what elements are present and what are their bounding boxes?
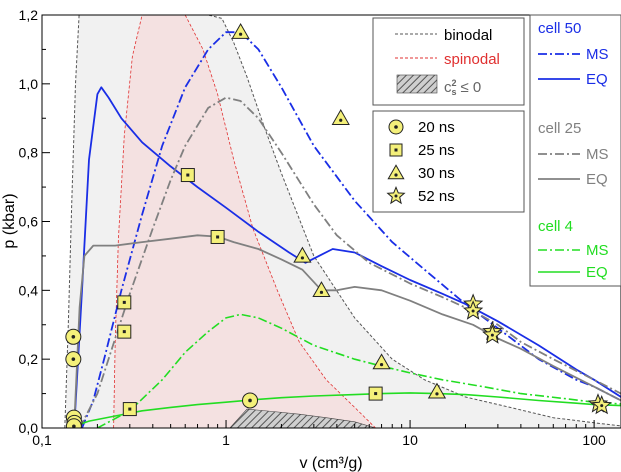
marker-30ns bbox=[372, 353, 391, 370]
legend-circle-symbol bbox=[388, 119, 404, 135]
legend-cell25-ms-label: MS bbox=[586, 146, 609, 163]
legend-square-symbol bbox=[389, 143, 403, 157]
marker-52ns bbox=[462, 300, 484, 320]
marker-20ns bbox=[242, 392, 259, 409]
legend-spinodal-label: spinodal bbox=[444, 51, 500, 68]
legend-star-symbol bbox=[386, 185, 406, 205]
marker-25ns bbox=[117, 295, 132, 310]
marker-30ns bbox=[427, 382, 447, 399]
x-tick-label: 1 bbox=[222, 432, 230, 448]
marker-20ns bbox=[65, 418, 82, 428]
axes: 0,1 1 10 100 0,0 0,2 0,4 0,6 0,8 1,0 1,2 v (cm³/g… bbox=[1, 7, 621, 472]
legend-cell50-eq-label: EQ bbox=[586, 71, 608, 88]
y-tick-label: 0,6 bbox=[19, 214, 39, 230]
series-spinodal-line bbox=[113, 15, 143, 428]
legend-marker-times: 20 ns 25 ns 30 ns 52 ns bbox=[372, 110, 525, 213]
legend-cell4-eq-label: EQ bbox=[586, 264, 608, 281]
legend-52ns-label: 52 ns bbox=[418, 188, 455, 205]
y-axis-label: p (kbar) bbox=[1, 193, 18, 248]
legend-hatch-swatch bbox=[396, 74, 438, 94]
marker-20ns bbox=[65, 328, 82, 345]
series-binodal-line bbox=[64, 15, 80, 428]
legend-cell4-title: cell 4 bbox=[538, 218, 573, 235]
legend-cell25-eq-label: EQ bbox=[586, 171, 608, 188]
marker-25ns bbox=[180, 168, 195, 183]
legend-cell50-title: cell 50 bbox=[538, 20, 581, 37]
marker-layer bbox=[65, 22, 612, 428]
x-tick-label: 0,1 bbox=[32, 432, 52, 448]
marker-30ns bbox=[331, 108, 350, 125]
series-cell-4-ms-line bbox=[97, 313, 621, 428]
legend-sound-speed-label: c2 s ≤ 0 bbox=[444, 78, 481, 97]
series-layer bbox=[64, 15, 621, 428]
y-tick-label: 0,4 bbox=[19, 282, 39, 298]
marker-30ns bbox=[293, 246, 312, 263]
marker-25ns bbox=[122, 402, 137, 417]
series-cell-4-eq-line bbox=[68, 392, 621, 428]
x-tick-label: 100 bbox=[582, 432, 606, 448]
negative-sound-speed-region bbox=[229, 408, 376, 428]
marker-52ns bbox=[591, 394, 612, 415]
series-spinodal-line bbox=[184, 15, 376, 428]
legend-cell4-ms-label: MS bbox=[586, 242, 609, 259]
legend-marker-symbols bbox=[386, 119, 406, 205]
x-axis-ticks: 0,1 1 10 100 bbox=[32, 420, 606, 448]
legend-triangle-symbol bbox=[387, 164, 405, 180]
y-tick-label: 0,0 bbox=[19, 420, 39, 436]
marker-25ns bbox=[117, 324, 132, 339]
marker-30ns bbox=[231, 22, 250, 39]
plot-area bbox=[64, 15, 621, 428]
legend-phase-boundaries: binodal spinodal c2 s ≤ 0 bbox=[372, 17, 525, 106]
legend-cell25-title: cell 25 bbox=[538, 120, 581, 137]
x-axis-label: v (cm³/g) bbox=[299, 455, 362, 472]
y-tick-label: 1,0 bbox=[19, 76, 39, 92]
legend-cell50-ms-label: MS bbox=[586, 46, 609, 63]
series-cell-25-ms-line bbox=[78, 96, 621, 428]
marker-20ns bbox=[65, 351, 82, 368]
marker-52ns bbox=[482, 324, 503, 344]
y-axis-ticks: 0,0 0,2 0,4 0,6 0,8 1,0 1,2 bbox=[19, 7, 50, 436]
series-cell-50-ms-line bbox=[81, 31, 621, 428]
legend-cells-box bbox=[529, 14, 621, 287]
marker-25ns bbox=[368, 386, 383, 401]
x-tick-label: 10 bbox=[402, 432, 418, 448]
y-tick-label: 0,2 bbox=[19, 351, 39, 367]
legend-30ns-label: 30 ns bbox=[418, 165, 455, 182]
marker-25ns bbox=[210, 229, 225, 244]
y-tick-label: 0,8 bbox=[19, 145, 39, 161]
legend-binodal-label: binodal bbox=[444, 27, 492, 44]
legend-cells: cell 50 MS EQ cell 25 MS EQ cell 4 MS EQ bbox=[529, 14, 621, 287]
legend-20ns-label: 20 ns bbox=[418, 119, 455, 136]
y-tick-label: 1,2 bbox=[19, 7, 39, 23]
marker-30ns bbox=[312, 281, 331, 298]
legend-25ns-label: 25 ns bbox=[418, 142, 455, 159]
